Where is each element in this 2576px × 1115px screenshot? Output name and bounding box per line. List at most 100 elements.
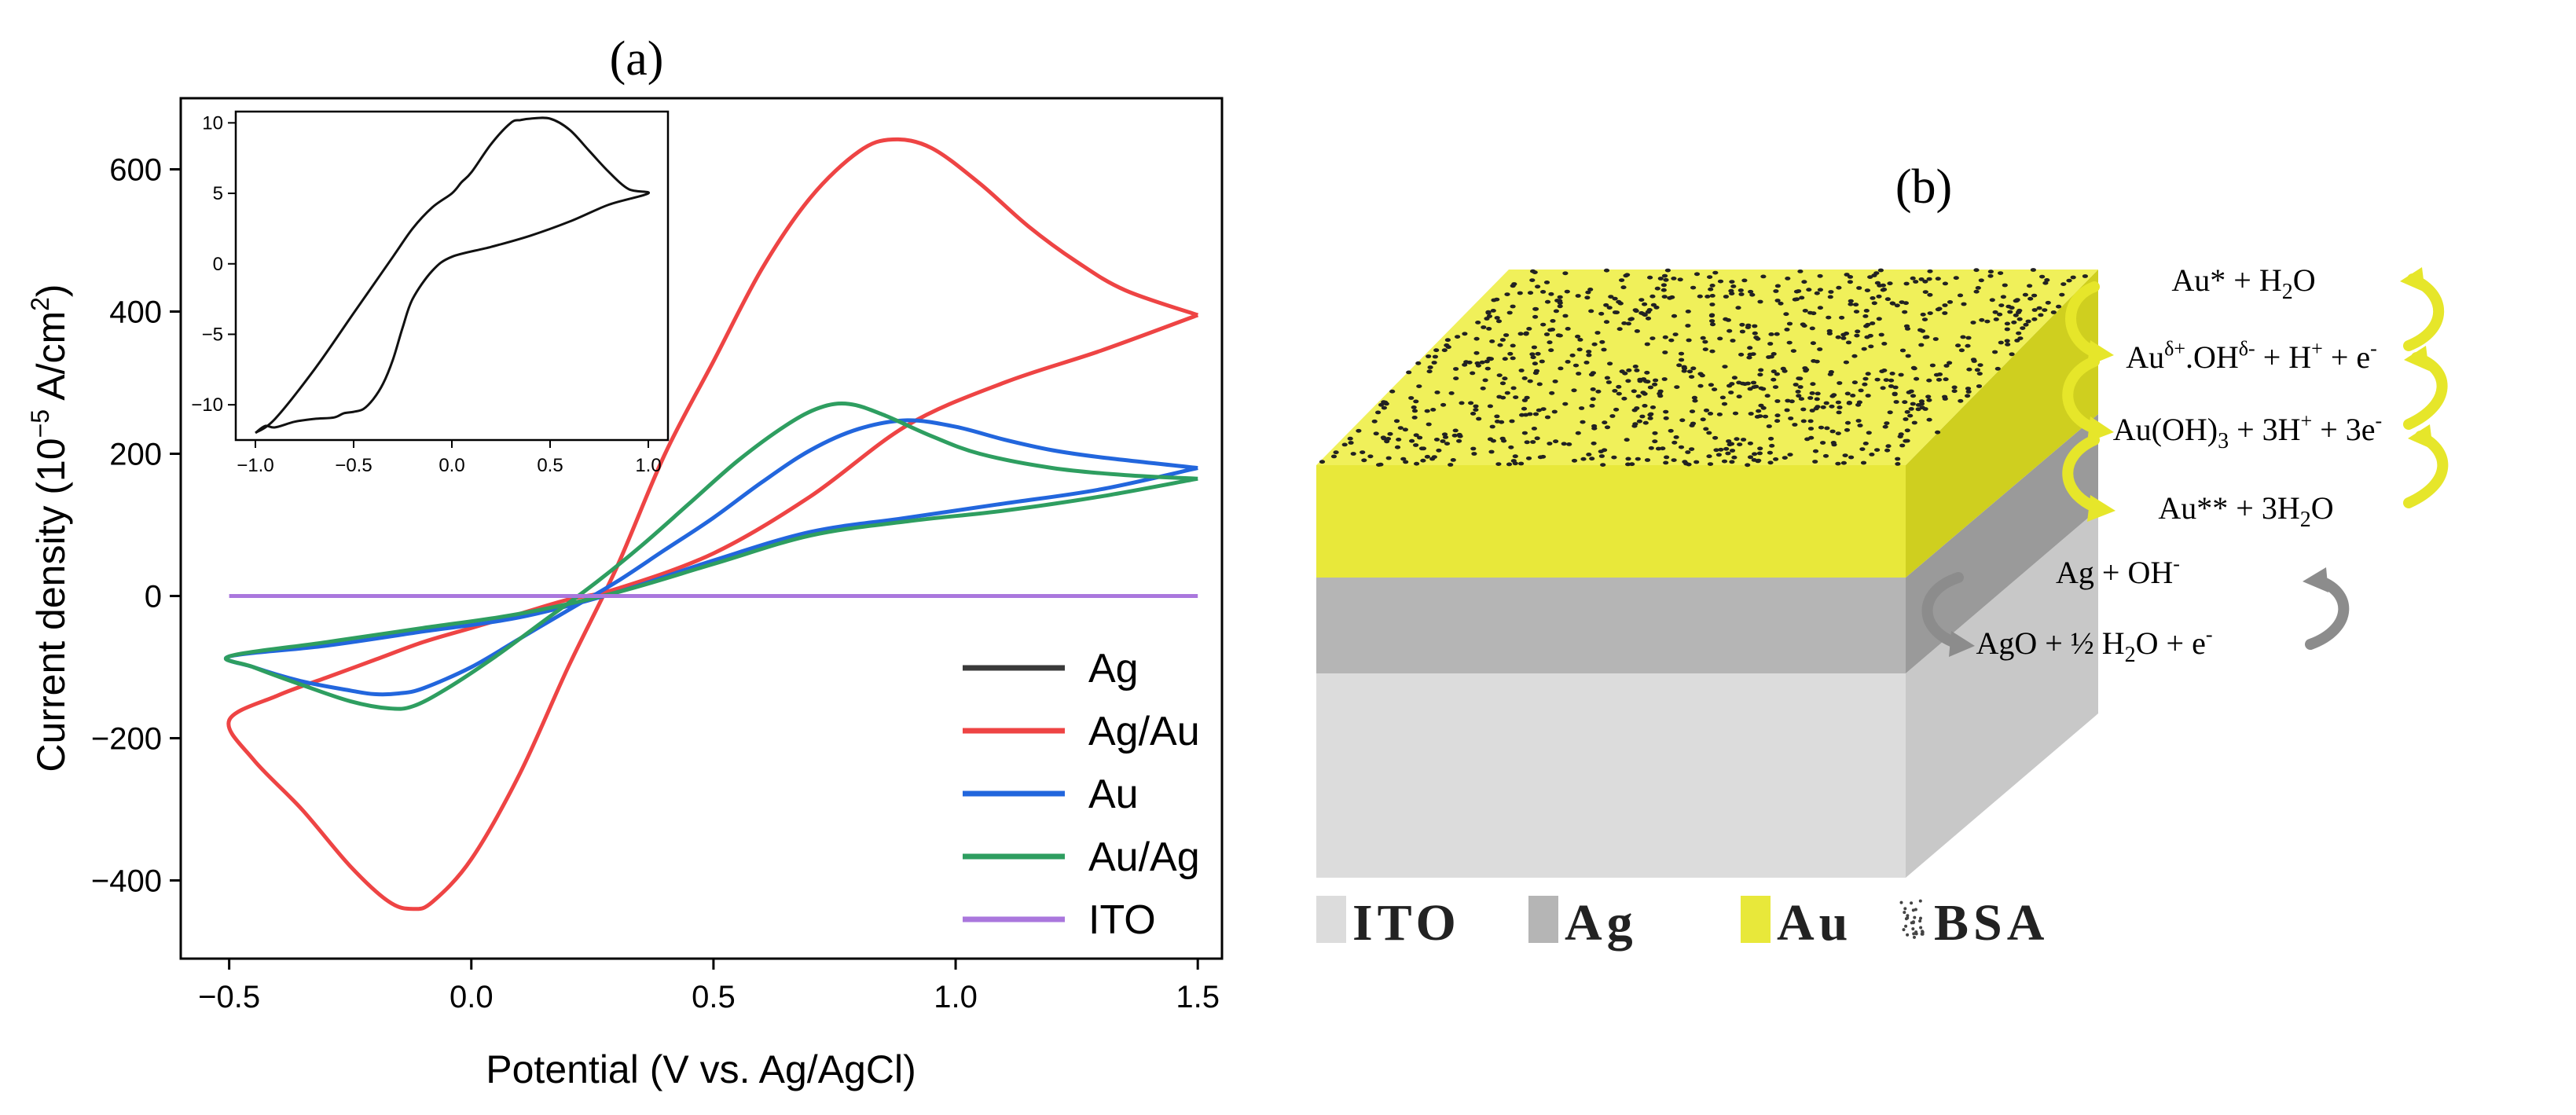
bsa-dot: [1548, 348, 1554, 353]
bsa-dot: [1729, 280, 1735, 284]
bsa-dot: [1530, 440, 1536, 444]
bsa-dot: [1644, 342, 1650, 347]
bsa-dot: [1887, 281, 1893, 286]
bsa-dot: [1524, 395, 1530, 400]
bsa-dot: [1784, 328, 1790, 332]
bsa-dot: [1797, 385, 1804, 389]
bsa-dot: [1509, 419, 1515, 424]
bsa-dot: [1778, 301, 1784, 306]
bsa-dot: [1479, 360, 1485, 365]
bsa-dot: [1636, 419, 1642, 424]
bsa-dot: [1590, 387, 1596, 391]
reactions: Au* + H2O Auδ+.OHδ- + H+ + e- Au(OH)3 + …: [1976, 262, 2382, 667]
bsa-dot: [1585, 290, 1591, 295]
arrowhead-ag-r-icon: [2303, 567, 2328, 592]
bsa-dot: [1750, 380, 1757, 385]
bsa-dot: [1604, 376, 1610, 380]
bsa-dot: [1732, 411, 1739, 416]
bsa-dot: [1927, 292, 1933, 297]
bsa-dot: [1625, 321, 1631, 326]
bsa-dot: [1747, 346, 1753, 350]
bsa-dot: [1927, 269, 1933, 273]
bsa-dot: [1723, 295, 1729, 299]
bsa-dot: [1642, 302, 1648, 306]
bsa-dot: [1767, 460, 1774, 465]
bsa-dot: [1612, 296, 1618, 301]
bsa-dot: [1653, 378, 1659, 383]
panel-a-label: (a): [610, 32, 664, 86]
legend-b-dot: [1904, 924, 1908, 928]
bsa-dot: [1927, 311, 1933, 315]
bsa-dot: [1751, 458, 1757, 462]
bsa-dot: [1456, 432, 1462, 437]
bsa-dot: [1862, 442, 1869, 446]
bsa-dot: [1442, 435, 1449, 439]
bsa-dot: [1602, 420, 1608, 425]
bsa-dot: [1662, 335, 1668, 339]
bsa-dot: [1798, 397, 1804, 401]
bsa-dot: [1846, 401, 1852, 405]
bsa-dot: [1605, 380, 1612, 384]
bsa-dot: [1565, 327, 1571, 331]
bsa-dot: [1721, 459, 1728, 464]
bsa-dot: [1829, 429, 1836, 434]
bsa-dot: [1728, 391, 1734, 394]
bsa-dot: [1660, 283, 1667, 288]
bsa-dot: [2039, 274, 2046, 279]
bsa-dot: [1663, 460, 1669, 465]
arrowhead-l1-icon: [2087, 340, 2114, 366]
bsa-dot: [1932, 337, 1939, 341]
bsa-dot: [1918, 399, 1925, 404]
bsa-dot: [1888, 384, 1895, 388]
inset-frame: [234, 110, 670, 442]
bsa-dot: [1767, 342, 1774, 346]
bsa-dot: [1822, 453, 1829, 458]
bsa-dot: [1792, 423, 1798, 427]
bsa-dot: [1645, 316, 1652, 321]
bsa-dot: [1619, 278, 1625, 282]
bsa-dot: [1406, 370, 1412, 375]
bsa-dot: [1657, 394, 1664, 398]
bsa-dot: [1848, 302, 1854, 306]
bsa-dot: [1786, 340, 1793, 345]
bsa-dot: [1757, 372, 1763, 377]
bsa-dot: [1671, 440, 1678, 445]
x-tick-label: 0.5: [692, 980, 736, 1014]
legend-b-dot: [1914, 908, 1917, 911]
bsa-dot: [1393, 419, 1400, 424]
bsa-dot: [1815, 391, 1821, 396]
bsa-dot: [1576, 347, 1583, 352]
bsa-dot: [1424, 409, 1430, 413]
bsa-dot: [1847, 280, 1853, 284]
legend-b-dot: [1911, 927, 1915, 931]
bsa-dot: [1663, 416, 1669, 420]
bsa-dot: [1712, 270, 1719, 275]
arrowhead-r2-icon: [2404, 346, 2429, 371]
bsa-dot: [1910, 276, 1916, 281]
bsa-dot: [1796, 376, 1802, 380]
bsa-dot: [2022, 292, 2028, 297]
bsa-dot: [2002, 283, 2008, 288]
bsa-dot: [1907, 413, 1914, 418]
bsa-dot: [1908, 389, 1914, 394]
bsa-dot: [1591, 441, 1597, 446]
bsa-dot: [1624, 273, 1631, 277]
bsa-dot: [1661, 295, 1668, 299]
bsa-dot: [1529, 352, 1536, 357]
bsa-dot: [1935, 277, 1941, 281]
bsa-dot: [1752, 331, 1758, 336]
bsa-dot: [1810, 382, 1816, 387]
series-line-ag-au: [226, 137, 1199, 911]
bsa-dot: [1707, 275, 1713, 279]
bsa-dot: [1943, 364, 1950, 368]
bsa-dot: [1634, 329, 1640, 333]
bsa-dot: [1717, 279, 1724, 284]
bsa-dot: [1998, 271, 2004, 275]
bsa-dot: [1708, 314, 1715, 318]
bsa-dot: [1878, 332, 1884, 337]
bsa-dot: [1965, 394, 1971, 398]
bsa-dot: [1719, 395, 1726, 400]
bsa-dot: [1417, 435, 1423, 440]
bsa-dot: [1654, 286, 1660, 291]
bsa-dot: [1499, 420, 1505, 424]
